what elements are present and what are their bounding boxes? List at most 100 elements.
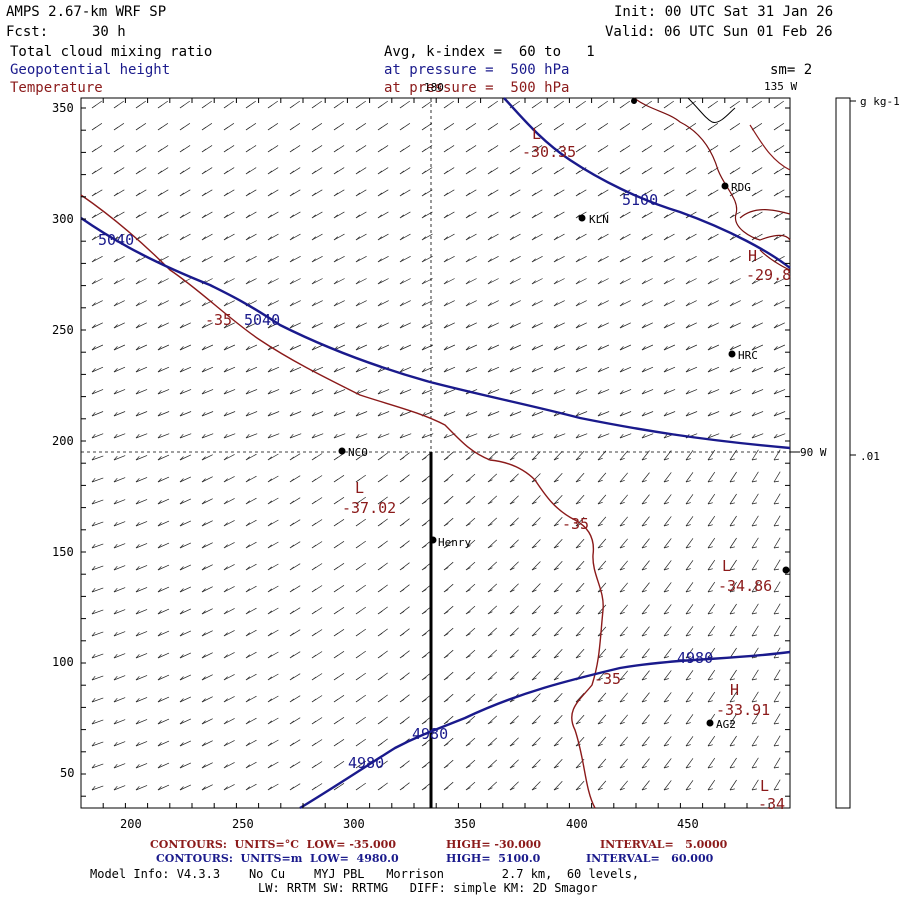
- wind-barb: [245, 389, 258, 395]
- wind-barb-flag: [465, 677, 471, 681]
- wind-barb-flag: [773, 700, 779, 703]
- wind-barb: [223, 608, 235, 615]
- wind-barb: [531, 255, 543, 263]
- wind-barb-flag: [531, 699, 537, 703]
- wind-barb-flag: [619, 589, 625, 593]
- wind-barb: [509, 649, 519, 659]
- wind-barb-flag: [377, 764, 383, 769]
- wind-barb: [729, 559, 737, 571]
- wind-barb: [509, 344, 522, 351]
- wind-barb: [201, 476, 213, 483]
- wind-barb-flag: [223, 588, 228, 593]
- wind-barb-flag: [729, 568, 735, 571]
- wind-barb-flag: [311, 786, 317, 791]
- wind-barb: [553, 539, 563, 549]
- wind-barb-flag: [663, 700, 669, 703]
- wind-barb-flag: [641, 612, 647, 615]
- wind-barb: [773, 389, 786, 395]
- wind-barb-flag: [421, 104, 427, 109]
- wind-barb-flag: [201, 214, 207, 219]
- wind-barb-flag: [113, 433, 118, 439]
- wind-barb-flag: [487, 170, 493, 175]
- wind-barb-flag: [179, 632, 184, 637]
- wind-barb-flag: [575, 501, 581, 505]
- wind-barb-flag: [91, 170, 97, 175]
- wind-barb-flag: [443, 390, 448, 395]
- wind-barb: [465, 451, 476, 461]
- wind-barb: [399, 411, 412, 417]
- wind-barb: [223, 542, 235, 549]
- wind-barb: [553, 451, 563, 461]
- wind-barb: [509, 300, 521, 307]
- wind-barb-flag: [245, 720, 251, 725]
- wind-barb-flag: [663, 678, 669, 681]
- wind-barb-flag: [641, 502, 647, 505]
- wind-barb: [289, 300, 301, 307]
- wind-barb: [729, 233, 741, 241]
- wind-barb: [619, 516, 628, 527]
- wind-barb: [487, 583, 498, 593]
- wind-barb-flag: [619, 633, 625, 637]
- model-info-physics: LW: RRTM SW: RRTMG DIFF: simple KM: 2D S…: [258, 881, 598, 895]
- wind-barb: [333, 433, 346, 439]
- wind-barb: [377, 411, 390, 417]
- wind-barb: [509, 539, 519, 549]
- wind-barb-flag: [575, 633, 581, 637]
- wind-barb-flag: [91, 587, 96, 593]
- wind-barb: [685, 758, 694, 769]
- wind-barb-flag: [509, 302, 514, 307]
- wind-barb: [223, 300, 235, 307]
- wind-barb: [729, 647, 737, 659]
- station-hrc-dot: [728, 350, 736, 358]
- wind-barb: [201, 255, 213, 263]
- wind-barb: [91, 278, 103, 285]
- wind-barb: [113, 719, 126, 725]
- wind-barb-flag: [333, 566, 339, 571]
- wind-barb-flag: [597, 126, 603, 131]
- wind-barb: [135, 565, 148, 571]
- wind-barb-flag: [135, 654, 140, 659]
- wind-barb-flag: [355, 610, 361, 615]
- wind-barb-flag: [157, 478, 162, 483]
- wind-barb-flag: [443, 236, 449, 241]
- wind-barb-flag: [267, 170, 273, 175]
- wind-barb-flag: [289, 346, 294, 351]
- wind-barb: [619, 494, 628, 505]
- wind-barb: [399, 433, 412, 439]
- wind-barb-flag: [597, 433, 602, 439]
- wind-barb: [641, 366, 654, 373]
- wind-barb: [333, 300, 345, 307]
- wind-barb-flag: [751, 656, 757, 659]
- wind-barb-flag: [135, 390, 140, 395]
- wind-barb: [553, 389, 566, 395]
- wind-barb-flag: [531, 346, 536, 351]
- wind-barb-flag: [685, 612, 691, 615]
- wind-barb-flag: [399, 457, 405, 461]
- wind-barb-flag: [751, 634, 757, 637]
- wind-barb-flag: [487, 677, 493, 681]
- wind-barb-flag: [575, 765, 581, 769]
- wind-barb: [619, 472, 628, 483]
- wind-barb: [113, 543, 126, 549]
- wind-barb: [135, 344, 148, 351]
- wind-barb-flag: [289, 104, 295, 109]
- wind-barb: [663, 344, 676, 351]
- wind-barb: [509, 781, 519, 791]
- wind-barb: [487, 451, 498, 461]
- wind-barb: [553, 583, 563, 593]
- wind-barb: [641, 736, 650, 747]
- wind-barb-flag: [135, 214, 141, 219]
- wind-barb: [135, 322, 147, 329]
- wind-barb-flag: [113, 258, 118, 263]
- wind-barb-flag: [289, 588, 295, 593]
- wind-barb: [245, 717, 257, 725]
- wind-barb: [289, 255, 301, 263]
- wind-barb-flag: [553, 589, 559, 593]
- wind-barb-flag: [311, 610, 317, 615]
- wind-barb-flag: [135, 500, 140, 505]
- wind-barb-flag: [377, 698, 383, 703]
- wind-barb: [553, 737, 563, 747]
- wind-barb: [135, 609, 148, 615]
- wind-barb-flag: [553, 765, 559, 769]
- wind-barb: [91, 785, 104, 791]
